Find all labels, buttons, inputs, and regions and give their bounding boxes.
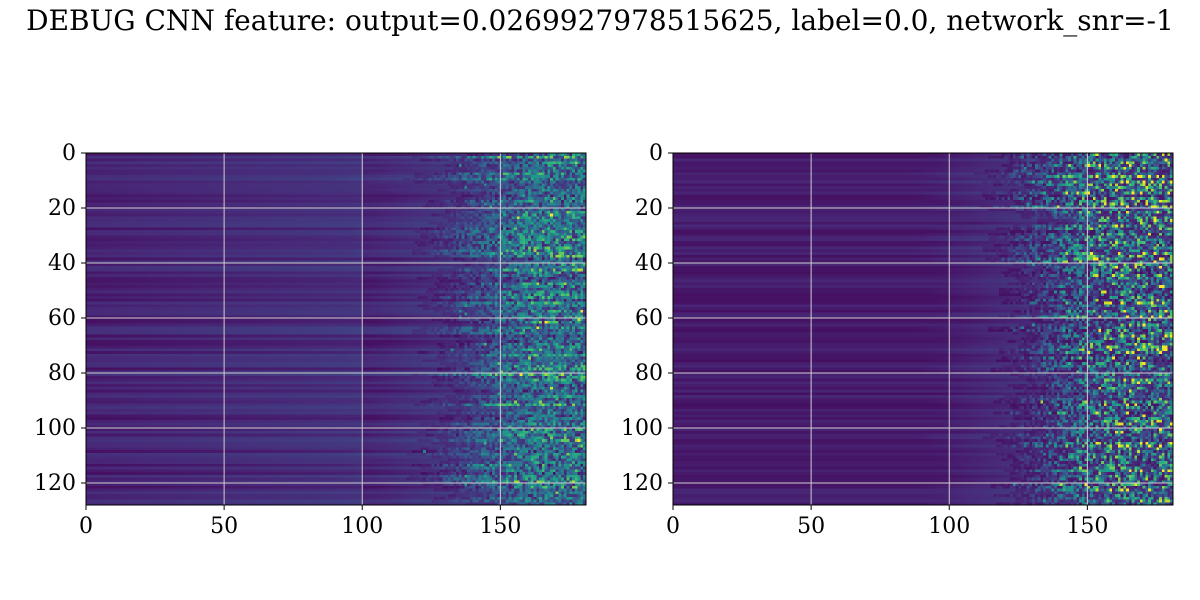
x-tick-label: 0: [666, 514, 680, 539]
y-tick-label: 60: [48, 306, 76, 331]
y-tick-label: 0: [649, 141, 663, 166]
y-tick-label: 80: [48, 361, 76, 386]
y-tick-label: 20: [48, 196, 76, 221]
x-tick-label: 100: [928, 514, 970, 539]
heatmap-panel-right: 0 50 100 150 0 20 40 60 80 100 120: [621, 141, 1174, 539]
y-tick-label: 20: [635, 196, 663, 221]
heatmap-image-right: [673, 153, 1173, 505]
y-tick-label: 120: [621, 471, 663, 496]
x-tick-label: 50: [210, 514, 238, 539]
figure-suptitle: DEBUG CNN feature: output=0.026992797851…: [26, 4, 1174, 37]
x-tick-label: 150: [1066, 514, 1108, 539]
y-tick-label: 0: [62, 141, 76, 166]
y-tick-label: 100: [621, 416, 663, 441]
axes-frame: [672, 152, 1174, 506]
y-tick-label: 80: [635, 361, 663, 386]
x-tick-label: 100: [341, 514, 383, 539]
x-tick-label: 50: [797, 514, 825, 539]
axes-frame: [85, 152, 587, 506]
x-tick-label: 150: [479, 514, 521, 539]
y-tick-label: 120: [34, 471, 76, 496]
x-tick-label: 0: [79, 514, 93, 539]
heatmap-panel-left: 0 50 100 150 0 20 40 60 80 100 120: [34, 141, 587, 539]
y-tick-label: 100: [34, 416, 76, 441]
y-tick-label: 40: [48, 251, 76, 276]
y-tick-label: 60: [635, 306, 663, 331]
y-tick-label: 40: [635, 251, 663, 276]
heatmap-image-left: [86, 153, 586, 505]
